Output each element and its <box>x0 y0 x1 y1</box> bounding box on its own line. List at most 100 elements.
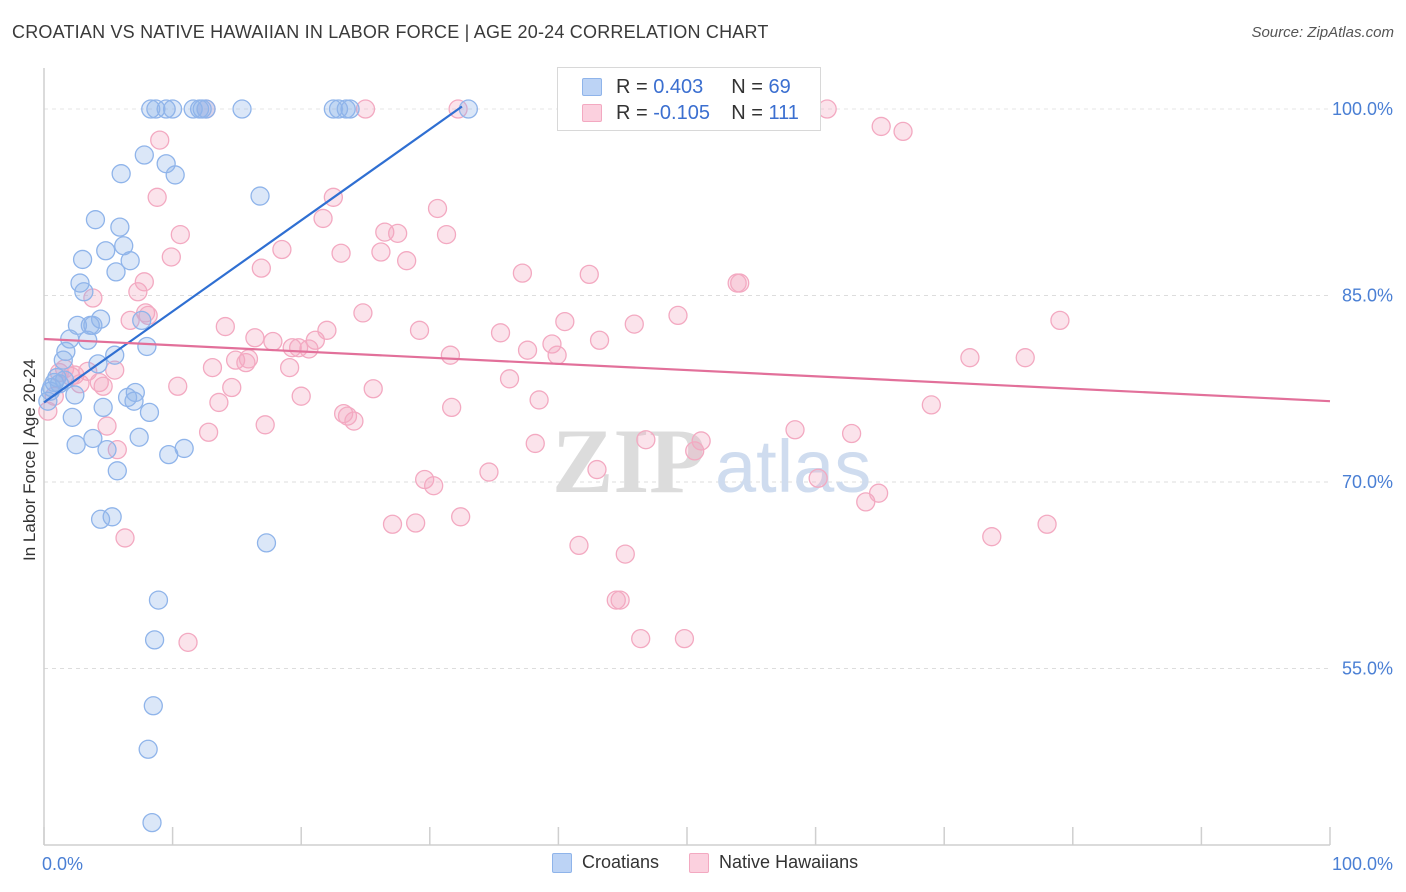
hawaiian-point <box>337 406 358 426</box>
x-tick-label: 0.0% <box>42 854 83 874</box>
hawaiian-point <box>631 628 651 649</box>
series-legend: Croatians Native Hawaiians <box>552 852 888 873</box>
hawaiian-point <box>542 334 562 354</box>
chart-title: CROATIAN VS NATIVE HAWAIIAN IN LABOR FOR… <box>12 22 769 42</box>
hawaiian-point <box>1037 514 1057 534</box>
hawaiian-point <box>93 376 113 396</box>
hawaiian-point <box>387 223 408 243</box>
hawaiian-point <box>161 247 181 267</box>
croatian-point <box>56 341 76 362</box>
hawaiian-point <box>587 459 607 480</box>
legend-item-hawaiians[interactable]: Native Hawaiians <box>689 852 858 873</box>
hawaiian-point <box>178 632 198 653</box>
hawaiian-point <box>202 357 223 378</box>
hawaiian-point <box>841 423 862 444</box>
hawaiian-point <box>871 116 891 137</box>
hawaiian-point <box>170 224 190 245</box>
croatian-point <box>139 402 160 423</box>
croatian-point <box>196 99 216 119</box>
hawaiian-point <box>868 483 889 503</box>
y-tick-label: 85.0% <box>1342 286 1393 306</box>
hawaiian-point <box>610 590 630 610</box>
croatian-point <box>256 533 277 553</box>
croatian-point <box>146 99 166 119</box>
hawaiian-point <box>547 345 567 365</box>
hawaiian-point <box>442 397 462 418</box>
croatian-point <box>83 315 103 335</box>
y-tick-label: 55.0% <box>1342 658 1393 678</box>
hawaiians-trendline <box>43 337 1331 403</box>
croatian-point <box>120 251 140 271</box>
tick-labels: 55.0% 70.0% 85.0% 100.0% 0.0% 100.0% <box>42 99 1393 874</box>
croatian-point <box>105 345 125 365</box>
hawaiian-point <box>1015 348 1035 368</box>
croatian-point <box>110 217 130 237</box>
croatian-point <box>102 507 122 527</box>
hawaiian-point <box>490 323 511 343</box>
croatian-point <box>72 249 93 270</box>
watermark: ZIP atlas <box>552 410 871 512</box>
hawaiians-r-label: R = <box>616 101 648 124</box>
hawaiian-point <box>685 441 705 461</box>
hawaiian-point <box>427 198 448 219</box>
croatian-point <box>141 99 161 119</box>
hawaiian-point <box>363 379 383 399</box>
croatian-point <box>125 382 145 403</box>
croatian-point <box>97 440 117 460</box>
hawaiian-point <box>730 273 750 293</box>
croatian-point <box>66 435 86 455</box>
hawaiian-point <box>499 369 520 389</box>
croatians-trendline <box>43 105 463 404</box>
hawaiian-point <box>272 239 292 260</box>
croatian-point <box>107 461 127 481</box>
stats-legend: R = 0.403 N = 69 R = -0.105 N = 111 <box>557 67 821 131</box>
hawaiian-point <box>255 415 275 435</box>
hawaiian-point <box>222 377 242 398</box>
hawaiian-point <box>624 314 644 334</box>
x-tick-label: 100.0% <box>1332 854 1393 874</box>
croatian-point <box>62 407 82 427</box>
hawaiian-points <box>38 99 1070 653</box>
croatian-point <box>458 99 479 119</box>
croatian-point <box>250 186 270 206</box>
axes <box>43 68 1331 846</box>
hawaiians-swatch <box>582 104 602 122</box>
hawaiian-point <box>921 395 941 415</box>
legend-row-croatians: R = 0.403 N = 69 <box>582 74 791 100</box>
croatian-point <box>83 428 103 449</box>
croatians-legend-swatch <box>552 852 572 873</box>
croatians-n-value: 69 <box>768 75 791 98</box>
hawaiian-point <box>424 476 444 496</box>
hawaiian-point <box>893 121 913 142</box>
hawaiian-point <box>529 390 549 410</box>
croatian-point <box>74 282 94 302</box>
hawaiian-point <box>1050 310 1070 331</box>
hawaiian-point <box>134 272 154 292</box>
croatians-legend-label: Croatians <box>582 852 660 872</box>
hawaiian-point <box>168 376 188 396</box>
croatians-r-label: R = <box>616 75 648 98</box>
croatian-point <box>142 812 162 833</box>
hawaiian-point <box>147 187 167 207</box>
croatian-point <box>90 509 111 529</box>
hawaiian-point <box>251 258 271 278</box>
hawaiian-point <box>406 513 426 533</box>
croatian-point <box>93 397 113 418</box>
croatian-point <box>232 99 252 119</box>
hawaiian-point <box>245 328 265 348</box>
hawaiian-point <box>982 527 1002 547</box>
hawaiian-point <box>238 349 259 369</box>
croatian-point <box>156 99 176 119</box>
hawaiian-point <box>615 544 635 564</box>
y-tick-label: 100.0% <box>1332 99 1393 119</box>
hawaiian-point <box>569 535 589 556</box>
hawaiian-point <box>198 422 219 442</box>
croatians-n-label: N = <box>731 75 763 98</box>
hawaiian-point <box>291 386 311 406</box>
hawaiian-point <box>451 507 471 527</box>
croatian-point <box>143 696 163 716</box>
croatian-point <box>85 210 106 230</box>
legend-item-croatians[interactable]: Croatians <box>552 852 659 873</box>
croatian-point <box>111 164 131 184</box>
